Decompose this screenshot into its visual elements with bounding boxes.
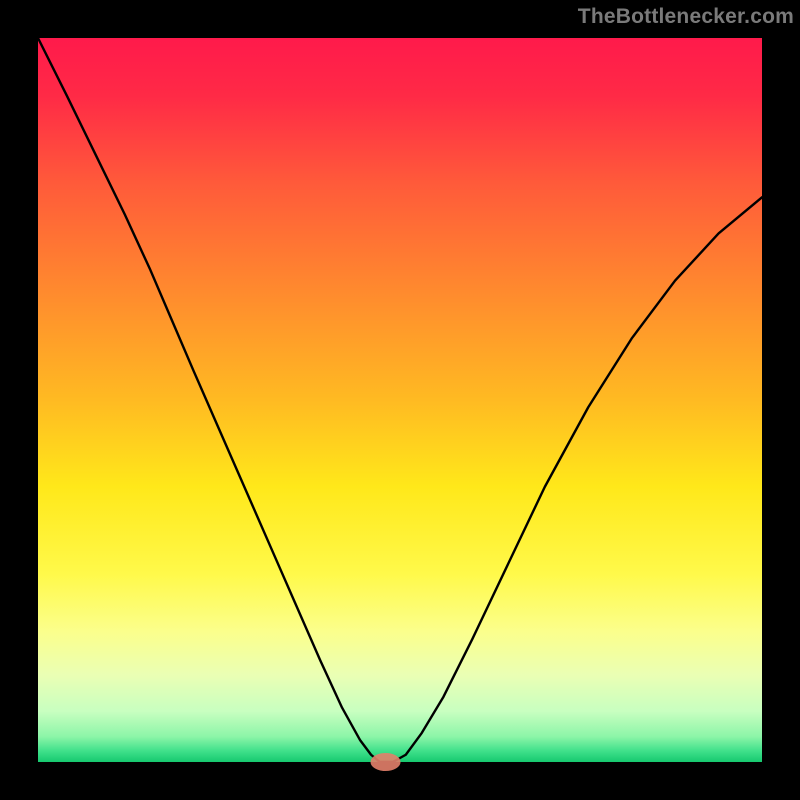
chart-stage: TheBottlenecker.com xyxy=(0,0,800,800)
gradient-plot-area xyxy=(38,38,762,762)
watermark-text: TheBottlenecker.com xyxy=(578,5,794,29)
bottleneck-chart xyxy=(0,0,800,800)
optimal-point-marker xyxy=(371,753,401,771)
